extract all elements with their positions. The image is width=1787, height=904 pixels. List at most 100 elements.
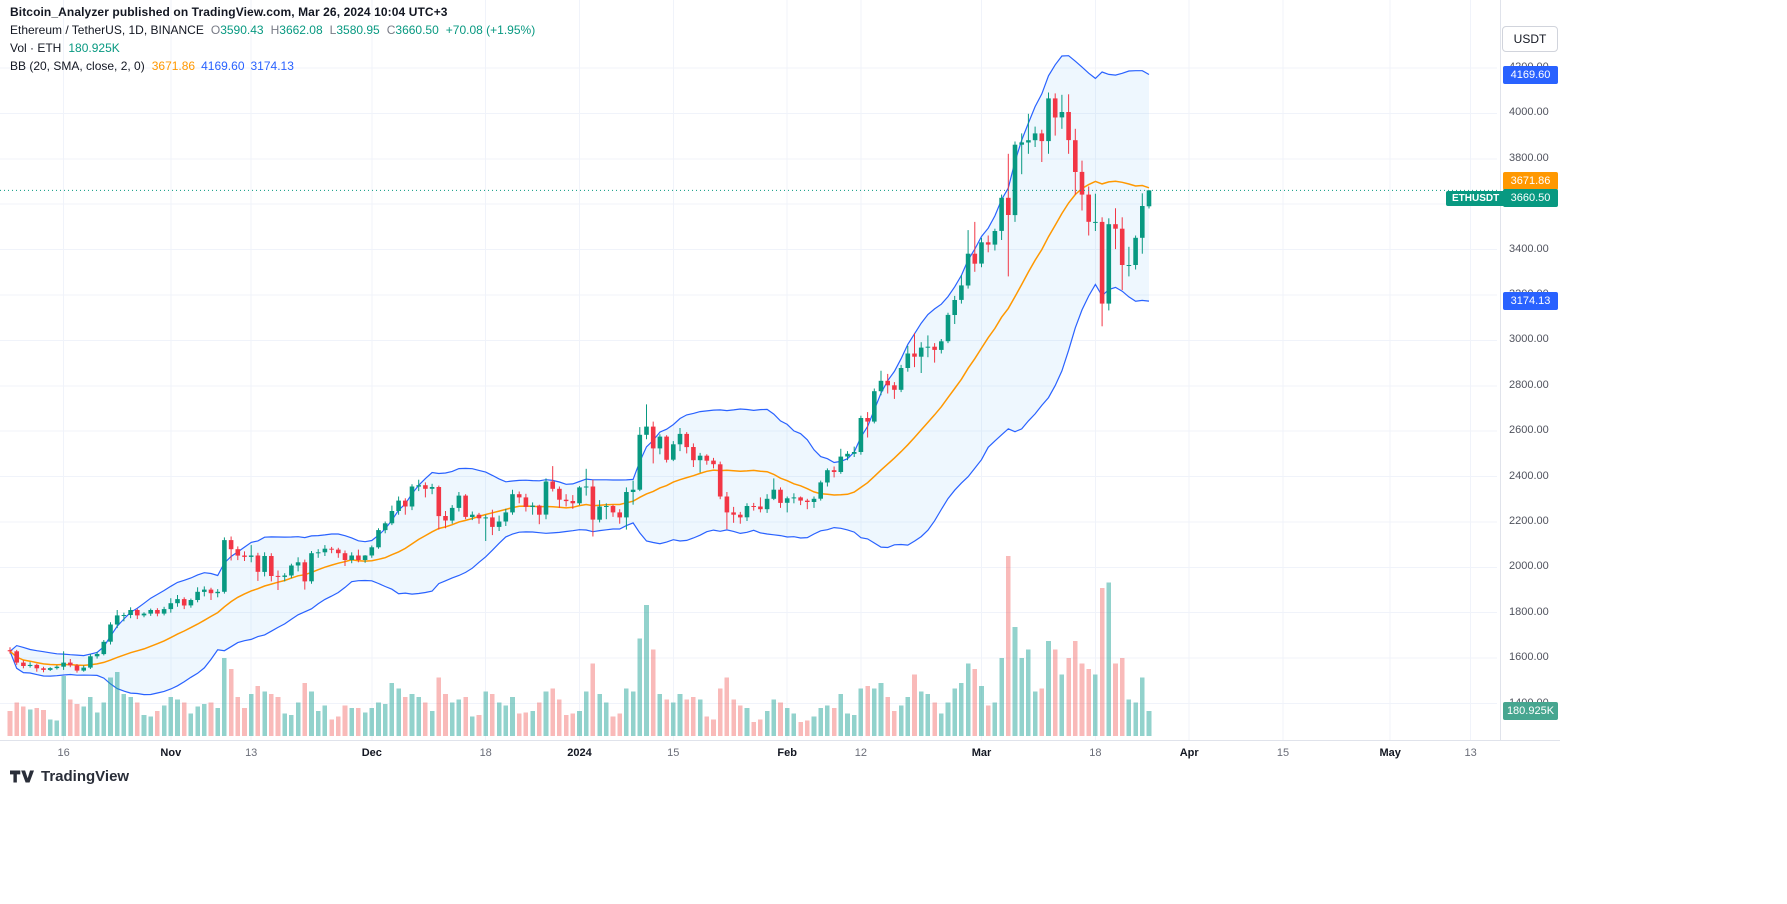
candle [952, 300, 957, 315]
candle [1073, 140, 1078, 172]
candle [282, 575, 287, 577]
volume-bar [202, 703, 207, 736]
volume-bar [945, 702, 951, 736]
candle [1032, 133, 1038, 141]
candle [409, 486, 415, 507]
bb-basis-price-label: 3671.86 [1503, 171, 1558, 190]
ohlc-value: 3590.43 [220, 23, 264, 37]
ohlc-key: O [210, 23, 221, 37]
candle [992, 231, 998, 245]
volume-bar [791, 713, 797, 736]
volume-bar [389, 683, 395, 736]
candle [27, 664, 33, 666]
symbol-title[interactable]: Ethereum / TetherUS, 1D, BINANCE [10, 23, 204, 37]
volume-bar [664, 699, 669, 736]
price-tick-label: 3800.00 [1509, 151, 1549, 164]
lower-band-price-label: 3174.13 [1503, 291, 1558, 310]
candle [985, 242, 991, 245]
price-axis[interactable]: 4200.004000.003800.003600.003400.003200.… [1500, 0, 1561, 740]
candle [791, 497, 797, 499]
volume-bar [1106, 582, 1112, 736]
price-tick-label: 2400.00 [1509, 469, 1549, 482]
candle [697, 455, 703, 461]
candle [1012, 144, 1018, 216]
volume-bar [999, 657, 1004, 736]
volume-bar [570, 713, 576, 736]
volume-bar [429, 710, 435, 736]
volume-bar [684, 699, 689, 736]
tradingview-footer[interactable]: TradingView [10, 768, 129, 785]
volume-bar [1046, 641, 1051, 736]
ohlc-key: H [270, 23, 280, 37]
time-axis[interactable]: 16 Nov 13 Dec 18 2024 15 Feb 12 Mar 18 Apr 15 May 13 [0, 740, 1560, 767]
candle [255, 555, 261, 572]
candle [778, 489, 783, 503]
candle [1106, 224, 1112, 304]
volume-bar [135, 702, 140, 736]
bb-lower-value: 3174.13 [250, 59, 294, 73]
volume-bar [215, 708, 220, 736]
volume-bar [262, 691, 267, 736]
candle [758, 506, 763, 510]
candle [717, 464, 723, 497]
time-tick-label: 16 [57, 747, 70, 759]
candle [1133, 237, 1138, 265]
ohlc-value: 3580.95 [336, 23, 380, 37]
candle [664, 436, 669, 460]
volume-bar [1079, 663, 1085, 736]
volume-bar [141, 715, 147, 736]
currency-toggle-button[interactable]: USDT [1502, 26, 1558, 52]
bb-legend-row[interactable]: BB (20, SMA, close, 2, 0) 3671.86 4169.60 3… [10, 59, 535, 73]
candle [349, 555, 354, 560]
candle [898, 368, 904, 390]
volume-bar [597, 694, 602, 736]
candlestick-chart[interactable] [0, 0, 1500, 740]
volume-bar [992, 702, 998, 736]
candle [81, 667, 86, 671]
candle [650, 426, 656, 449]
chart-legend: Bitcoin_Analyzer published on TradingVie… [10, 5, 535, 73]
candle [918, 347, 924, 357]
time-tick-label: May [1379, 747, 1401, 759]
candle [336, 549, 341, 554]
candle [429, 487, 435, 489]
volume-bar [691, 696, 696, 736]
volume-bar [362, 712, 368, 736]
volume-bar [1086, 669, 1091, 736]
candle [68, 662, 73, 666]
candle [228, 540, 234, 550]
volume-bar [885, 696, 890, 736]
volume-bar [128, 696, 133, 736]
candle [208, 589, 214, 594]
volume-bar [409, 694, 415, 736]
candle [1019, 142, 1024, 145]
volume-bar [1059, 674, 1065, 736]
volume-bar [583, 691, 589, 736]
volume-bar [1026, 649, 1031, 736]
volume-legend-row[interactable]: Vol · ETH 180.925K [10, 41, 535, 55]
volume-bar [979, 685, 984, 736]
candle [1140, 206, 1145, 238]
volume-bar [1012, 627, 1018, 736]
volume-bar [54, 720, 60, 736]
volume-bar [845, 713, 850, 736]
candle [302, 562, 308, 582]
candle [979, 242, 984, 264]
volume-bar [222, 657, 227, 736]
candle [403, 500, 408, 507]
candle [315, 552, 321, 554]
volume-bar [738, 705, 743, 736]
volume-bar [704, 716, 710, 736]
candle [1093, 221, 1098, 223]
candle [1039, 133, 1045, 142]
candle [825, 470, 830, 483]
volume-bar [771, 699, 777, 736]
volume-bar [878, 683, 884, 736]
volume-bar [396, 688, 401, 736]
price-tick-label: 1600.00 [1509, 651, 1549, 664]
price-tick-label: 2800.00 [1509, 378, 1549, 391]
candle [47, 668, 53, 670]
symbol-legend-row[interactable]: Ethereum / TetherUS, 1D, BINANCE O3590.43… [10, 23, 535, 37]
candle [610, 506, 616, 513]
bb-lower-band-line [9, 283, 1150, 696]
